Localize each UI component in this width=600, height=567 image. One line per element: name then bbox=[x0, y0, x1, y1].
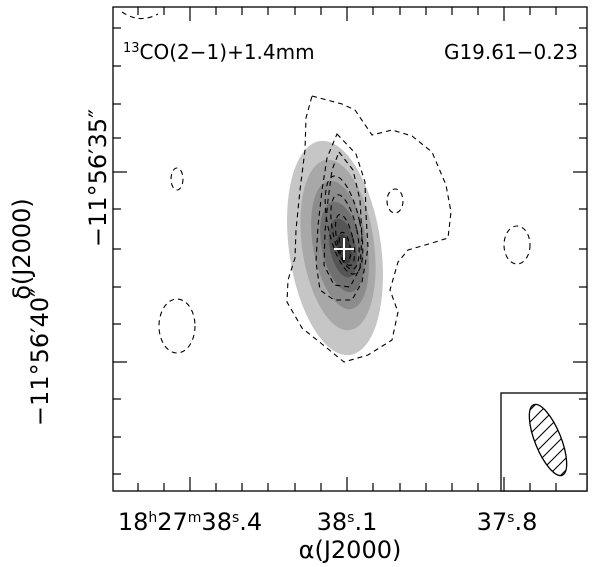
beam-box bbox=[500, 392, 588, 492]
contour-4 bbox=[324, 175, 364, 275]
y-tick-label-1: −11°56′40″ bbox=[26, 288, 54, 426]
contour-2 bbox=[315, 133, 369, 301]
title-left: 13CO(2−1)+1.4mm bbox=[123, 40, 315, 64]
x-tick-label-0: 18h27m38s.4 bbox=[118, 508, 262, 536]
co-contours bbox=[121, 11, 531, 363]
contour-knot bbox=[386, 188, 404, 214]
y-axis-label: δ(J2000) bbox=[8, 198, 36, 300]
contour-left-large bbox=[158, 298, 196, 354]
beam-frame bbox=[500, 392, 588, 492]
contour-left-small bbox=[170, 167, 184, 191]
x-tick-label-2: 37s.8 bbox=[477, 508, 538, 536]
contour-5 bbox=[330, 194, 360, 270]
contour-6 bbox=[334, 213, 356, 267]
axis-ticks bbox=[113, 7, 587, 491]
x-tick-label-1: 38s.1 bbox=[317, 508, 378, 536]
contour-7 bbox=[338, 231, 352, 261]
contour-outer bbox=[286, 95, 452, 363]
x-axis-label: α(J2000) bbox=[299, 536, 402, 564]
title-right: G19.61−0.23 bbox=[444, 40, 578, 64]
contour-corner bbox=[121, 11, 159, 20]
cross-marker bbox=[334, 238, 354, 260]
y-tick-label-0: −11°56′35″ bbox=[84, 109, 112, 247]
contour-3 bbox=[323, 150, 363, 288]
contour-right bbox=[503, 225, 531, 265]
beam-ellipse bbox=[528, 403, 568, 477]
